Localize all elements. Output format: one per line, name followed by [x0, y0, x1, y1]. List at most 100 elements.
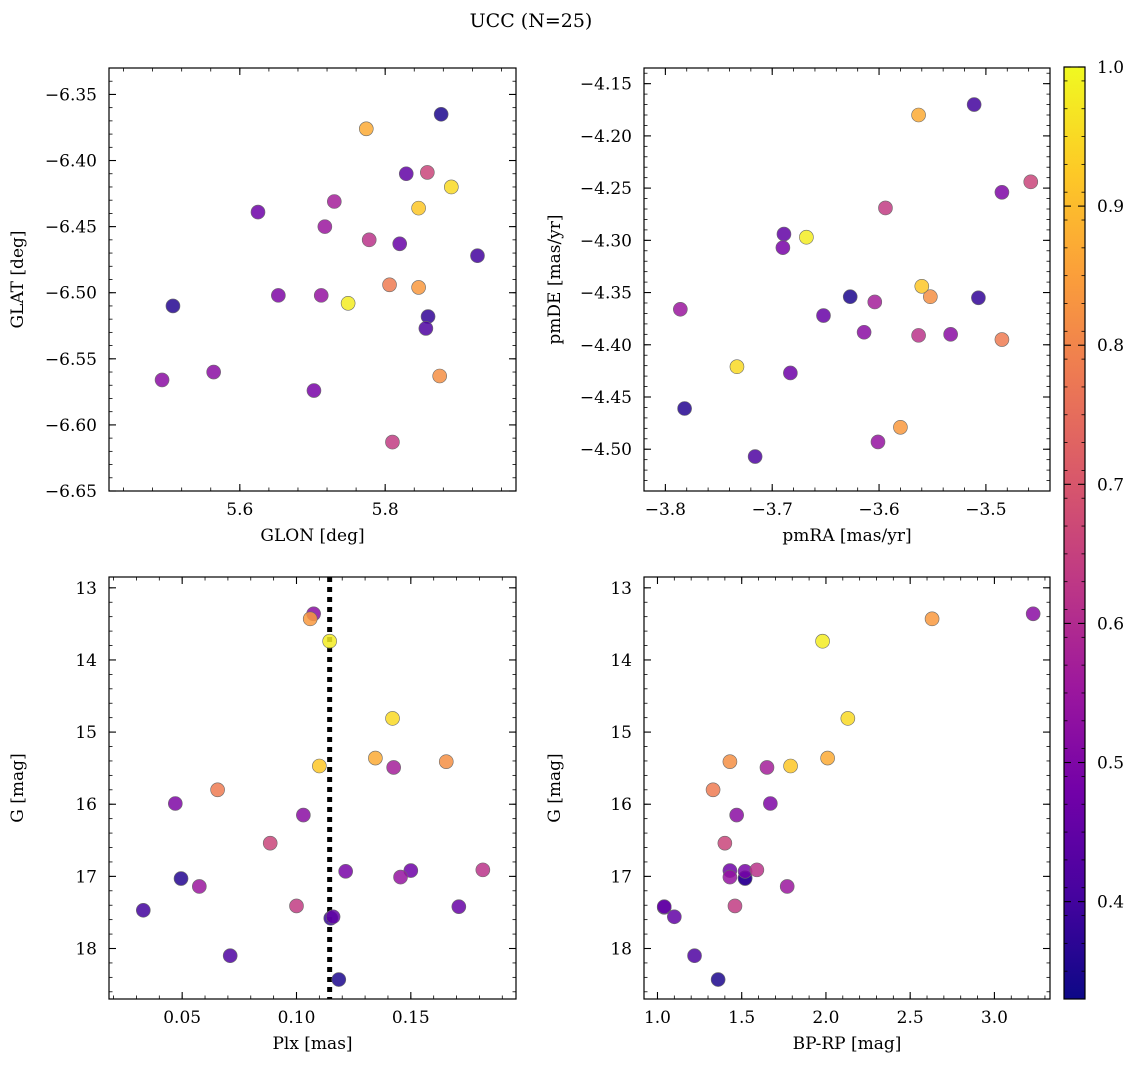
- scatter-point: [687, 948, 702, 964]
- scatter-point: [722, 754, 738, 769]
- x-tick-label: 5.6: [226, 500, 253, 520]
- colorbar-frame: [1063, 66, 1086, 1000]
- x-axis-label: BP-RP [mag]: [793, 1034, 902, 1054]
- x-tick-label: −3.5: [965, 500, 1006, 520]
- scatter-point: [727, 898, 743, 914]
- y-tick-label: −4.35: [580, 284, 632, 304]
- scatter-point: [729, 807, 744, 823]
- scatter-point: [420, 309, 436, 324]
- scatter-point: [943, 327, 958, 342]
- colorbar-tick-label: 0.6: [1097, 614, 1124, 634]
- minor-ticks: [644, 577, 1050, 999]
- scatter-point: [322, 633, 337, 649]
- scatter-point: [385, 711, 400, 726]
- scatter-point: [475, 862, 491, 878]
- scatter-point: [729, 359, 745, 375]
- x-tick-label: 0.05: [163, 1008, 201, 1028]
- scatter-point: [210, 782, 225, 798]
- y-axis-label: pmDE [mas/yr]: [545, 214, 565, 344]
- colorbar: 0.4 0.5 0.6 0.7 0.8 0.9 1.0: [1063, 58, 1124, 1000]
- scatter-point: [361, 232, 377, 248]
- scatter-point: [747, 449, 763, 464]
- scatter-point: [911, 107, 926, 123]
- scatter-point: [749, 862, 765, 878]
- y-tick-label: −6.40: [45, 152, 97, 172]
- scatter-points: [656, 606, 1041, 987]
- scatter-point: [420, 165, 435, 180]
- scatter-point: [893, 419, 908, 435]
- y-tick-label: −6.35: [45, 85, 97, 105]
- scatter-point: [306, 383, 322, 398]
- scatter-point: [433, 106, 449, 122]
- scatter-points: [673, 97, 1039, 464]
- subplot-pmra-pmde: −3.8 −3.7 −3.6 −3.5 −4.15 −4.20 −4.25 −4.30 −4.3…: [545, 67, 1051, 546]
- scatter-point: [815, 633, 830, 649]
- y-tick-label: 15: [610, 723, 632, 743]
- scatter-point: [656, 899, 672, 914]
- scatter-point: [432, 368, 447, 384]
- scatter-point: [911, 328, 926, 343]
- y-tick-label: 14: [75, 651, 97, 671]
- scatter-point: [338, 864, 353, 879]
- colorbar-tick-label: 0.5: [1097, 754, 1124, 774]
- colorbar-tick-label: 0.8: [1097, 336, 1124, 356]
- scatter-point: [385, 434, 400, 450]
- y-tick-label: 18: [75, 940, 97, 960]
- scatter-point: [923, 289, 938, 305]
- minor-ticks: [643, 68, 1051, 492]
- scatter-point: [717, 835, 733, 851]
- scatter-point: [878, 200, 893, 216]
- scatter-point: [924, 611, 940, 627]
- scatter-point: [135, 902, 151, 918]
- scatter-point: [451, 899, 467, 914]
- scatter-point: [358, 121, 374, 137]
- y-tick-label: −6.45: [45, 218, 97, 238]
- y-tick-label: 13: [75, 579, 97, 599]
- scatter-point: [816, 308, 831, 323]
- scatter-point: [1025, 606, 1041, 622]
- y-tick-label: −6.55: [45, 350, 97, 370]
- x-tick-label: −3.7: [752, 500, 793, 520]
- scatter-point: [173, 871, 189, 886]
- subplots: 5.6 5.8 −6.35 −6.40 −6.45 −6.50 −6.55 −6.60 −6.6…: [8, 67, 1051, 1054]
- x-tick-label: 0.10: [278, 1008, 316, 1028]
- scatter-point: [327, 194, 342, 209]
- scatter-point: [994, 332, 1010, 347]
- y-tick-label: 13: [610, 579, 632, 599]
- scatter-point: [192, 879, 207, 894]
- subplot-glon-glat: 5.6 5.8 −6.35 −6.40 −6.45 −6.50 −6.55 −6.60 −6.6…: [8, 67, 517, 546]
- scatter-point: [779, 879, 795, 894]
- y-tick-label: −6.65: [45, 482, 97, 502]
- y-tick-label: 18: [610, 940, 632, 960]
- x-tick-label: 1.5: [728, 1008, 755, 1028]
- scatter-point: [1023, 174, 1039, 190]
- scatter-point: [165, 298, 181, 314]
- y-tick-label: −4.40: [580, 336, 632, 356]
- scatter-point: [783, 758, 798, 774]
- scatter-point: [840, 711, 856, 726]
- scatter-point: [971, 290, 986, 306]
- scatter-point: [411, 200, 426, 216]
- y-tick-label: 17: [610, 867, 632, 887]
- y-tick-label: 15: [75, 723, 97, 743]
- scatter-point: [289, 898, 304, 914]
- scatter-point: [382, 277, 397, 293]
- scatter-points: [135, 606, 491, 987]
- x-tick-label: 2.5: [897, 1008, 924, 1028]
- x-axis-label: pmRA [mas/yr]: [782, 526, 911, 546]
- y-axis-label: G [mag]: [545, 753, 565, 822]
- y-tick-label: 16: [610, 795, 632, 815]
- scatter-point: [168, 796, 183, 811]
- scatter-point: [438, 754, 454, 769]
- y-tick-label: −4.30: [580, 231, 632, 251]
- scatter-point: [722, 869, 738, 885]
- y-tick-label: −4.15: [580, 75, 632, 95]
- subplot-bprp-g: 1.0 1.5 2.0 2.5 3.0 13 14 15 16 17 18 BP-RP [mag] G …: [545, 576, 1051, 1054]
- x-tick-label: −3.6: [858, 500, 899, 520]
- scatter-point: [312, 758, 327, 774]
- axes-frame: [643, 576, 1051, 1000]
- scatter-point: [271, 288, 286, 303]
- y-tick-label: −4.50: [580, 440, 632, 460]
- y-axis-label: G [mag]: [8, 753, 28, 822]
